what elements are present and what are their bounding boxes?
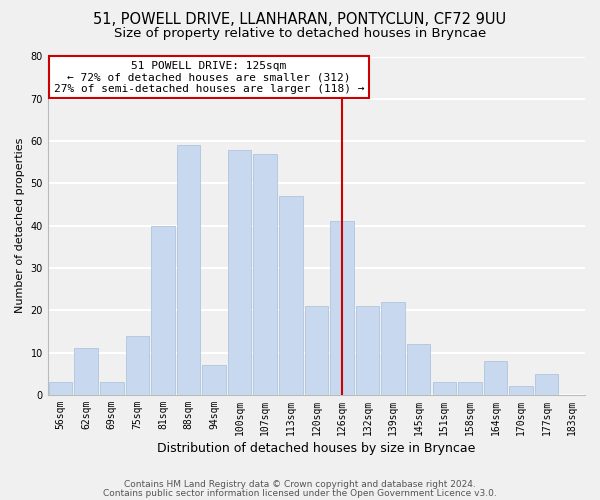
Bar: [100, 382, 124, 395]
Bar: [228, 150, 251, 395]
Bar: [305, 306, 328, 395]
Y-axis label: Number of detached properties: Number of detached properties: [15, 138, 25, 314]
Bar: [279, 196, 302, 395]
Bar: [535, 374, 559, 395]
Bar: [253, 154, 277, 395]
Text: Size of property relative to detached houses in Bryncae: Size of property relative to detached ho…: [114, 28, 486, 40]
Bar: [125, 336, 149, 395]
Bar: [458, 382, 482, 395]
X-axis label: Distribution of detached houses by size in Bryncae: Distribution of detached houses by size …: [157, 442, 476, 455]
Bar: [330, 222, 354, 395]
Bar: [382, 302, 405, 395]
Bar: [49, 382, 73, 395]
Bar: [74, 348, 98, 395]
Bar: [177, 146, 200, 395]
Bar: [509, 386, 533, 395]
Text: 51 POWELL DRIVE: 125sqm
← 72% of detached houses are smaller (312)
27% of semi-d: 51 POWELL DRIVE: 125sqm ← 72% of detache…: [54, 60, 364, 94]
Bar: [407, 344, 430, 395]
Text: Contains HM Land Registry data © Crown copyright and database right 2024.: Contains HM Land Registry data © Crown c…: [124, 480, 476, 489]
Bar: [202, 366, 226, 395]
Text: Contains public sector information licensed under the Open Government Licence v3: Contains public sector information licen…: [103, 488, 497, 498]
Bar: [151, 226, 175, 395]
Bar: [356, 306, 379, 395]
Bar: [433, 382, 456, 395]
Text: 51, POWELL DRIVE, LLANHARAN, PONTYCLUN, CF72 9UU: 51, POWELL DRIVE, LLANHARAN, PONTYCLUN, …: [94, 12, 506, 28]
Bar: [484, 361, 507, 395]
